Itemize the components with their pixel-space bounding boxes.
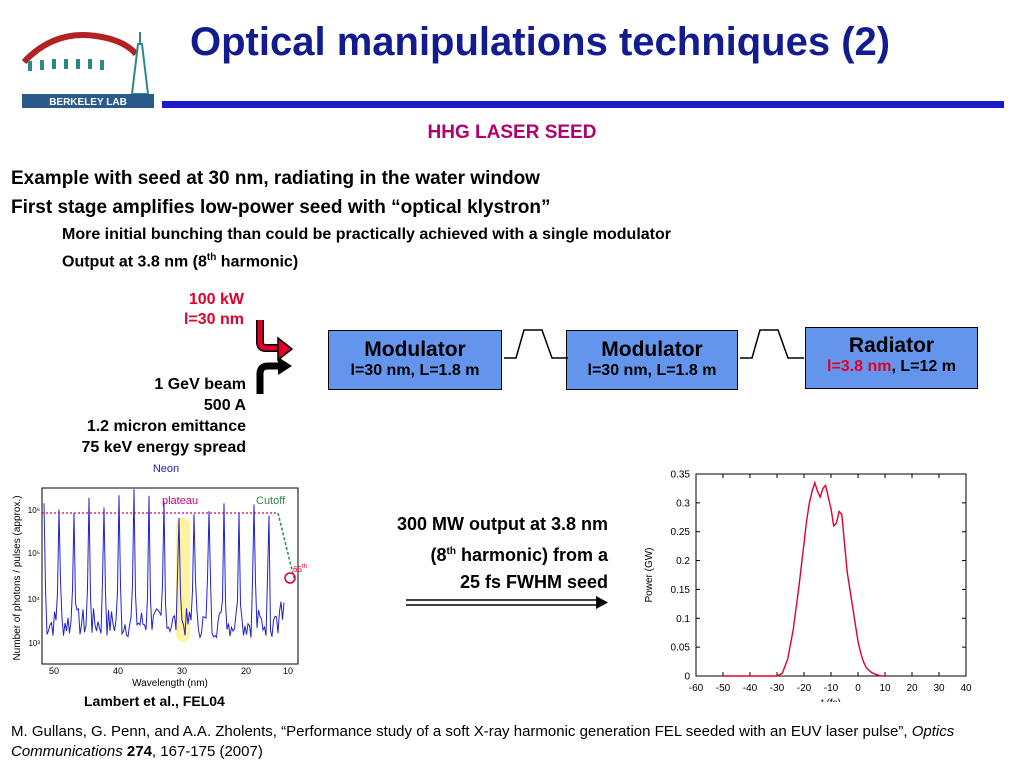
x-tick-label: -20 bbox=[797, 683, 812, 694]
berkeley-lab-logo: BERKELEY LAB bbox=[14, 14, 162, 112]
logo-text: BERKELEY LAB bbox=[49, 97, 127, 108]
x-tick-label: -10 bbox=[824, 683, 839, 694]
citation-journal: Optics Communications bbox=[11, 723, 955, 760]
neon-ytick: 10⁵ bbox=[28, 549, 40, 558]
y-tick-label: 0.05 bbox=[671, 643, 691, 654]
section-subtitle: HHG LASER SEED bbox=[427, 122, 597, 143]
y-tick-label: 0.25 bbox=[671, 527, 691, 538]
harmonic-number: 65 bbox=[293, 565, 302, 574]
power-series-line bbox=[723, 480, 885, 677]
neon-reference: Lambert et al., FEL04 bbox=[84, 693, 225, 709]
neon-xlabel: Wavelength (nm) bbox=[132, 678, 208, 688]
x-tick-label: 0 bbox=[855, 683, 861, 694]
neon-ytick: 10⁶ bbox=[28, 506, 40, 515]
output-description: 300 MW output at 3.8 nm (8th harmonic) f… bbox=[397, 511, 608, 596]
radiator-detail: l=3.8 nm, L=12 m bbox=[806, 358, 977, 376]
double-arrow-icon bbox=[406, 596, 608, 609]
x-axis-label: t (fs) bbox=[821, 698, 841, 702]
modulator-2-detail: l=30 nm, L=1.8 m bbox=[587, 362, 717, 379]
title-rule bbox=[162, 101, 1004, 108]
modulator-2-box: Modulator l=30 nm, L=1.8 m bbox=[566, 330, 738, 390]
radiator-title: Radiator bbox=[848, 334, 935, 357]
sub-bullet-1: More initial bunching than could be prac… bbox=[62, 226, 671, 243]
output-line-2-sup: th bbox=[446, 546, 456, 557]
sub-bullet-2-pre: Output at 3.8 nm (8 bbox=[62, 253, 207, 271]
y-tick-label: 0.35 bbox=[671, 470, 691, 481]
neon-xtick: 10 bbox=[283, 666, 293, 676]
x-tick-label: -30 bbox=[770, 683, 785, 694]
neon-title: Neon bbox=[153, 463, 179, 475]
y-axis-label: Power (GW) bbox=[644, 548, 655, 603]
sub-bullet-2: Output at 3.8 nm (8th harmonic) bbox=[62, 252, 298, 271]
citation-pages-year: , 167-175 (2007) bbox=[151, 743, 263, 760]
y-tick-label: 0.2 bbox=[676, 556, 690, 567]
neon-spectrum-line bbox=[43, 489, 285, 640]
neon-xtick: 50 bbox=[49, 666, 59, 676]
x-tick-label: 40 bbox=[960, 683, 972, 694]
power-chart: -60 -50 -40 -30 -20 -10 0 10 20 30 40 0 0.05 0.1 0.15 0… bbox=[644, 470, 972, 703]
modulator-2-title: Modulator bbox=[601, 338, 703, 361]
output-line-2-post: harmonic) from a bbox=[455, 545, 608, 565]
y-tick-label: 0.15 bbox=[671, 585, 691, 596]
harmonic-marker bbox=[284, 572, 296, 584]
citation-authors-title: M. Gullans, G. Penn, and A.A. Zholents, … bbox=[11, 723, 912, 740]
cutoff-label: Cutoff bbox=[256, 495, 286, 507]
beam-parameters: 1 GeV beam 500 A 1.2 micron emittance 75… bbox=[81, 374, 246, 458]
beam-current: 500 A bbox=[203, 397, 246, 414]
y-tick-label: 0 bbox=[684, 672, 690, 683]
beam-emittance: 1.2 micron emittance bbox=[86, 418, 246, 435]
x-tick-label: 30 bbox=[933, 683, 945, 694]
modulator-1-box: Modulator l=30 nm, L=1.8 m bbox=[328, 330, 502, 390]
citation: M. Gullans, G. Penn, and A.A. Zholents, … bbox=[11, 722, 1011, 762]
plot-frame bbox=[695, 473, 967, 677]
x-tick-label: -40 bbox=[743, 683, 758, 694]
output-line-3: 25 fs FWHM seed bbox=[459, 572, 608, 592]
neon-xtick: 30 bbox=[177, 666, 187, 676]
neon-xtick: 40 bbox=[113, 666, 123, 676]
y-tick-label: 0.1 bbox=[676, 614, 690, 625]
bullet-1: Example with seed at 30 nm, radiating in… bbox=[11, 168, 540, 189]
x-tick-label: 20 bbox=[906, 683, 918, 694]
radiator-box: Radiator l=3.8 nm, L=12 m bbox=[805, 327, 978, 389]
x-tick-label: -50 bbox=[716, 683, 731, 694]
x-tick-label: 10 bbox=[879, 683, 891, 694]
neon-ylabel: Number of photons / pulses (approx.) bbox=[12, 495, 23, 660]
output-line-2-pre: (8 bbox=[430, 545, 447, 565]
neon-spectrum-figure: Neon Number of photons / pulses (approx.… bbox=[12, 463, 307, 688]
harmonic-label: 65th bbox=[293, 564, 307, 574]
seed-power: 100 kW bbox=[188, 291, 244, 308]
harmonic-sup: th bbox=[302, 564, 307, 570]
beam-energy-spread: 75 keV energy spread bbox=[81, 439, 246, 456]
modulator-1-detail: l=30 nm, L=1.8 m bbox=[350, 362, 480, 379]
citation-volume: 274 bbox=[126, 743, 152, 760]
beam-energy: 1 GeV beam bbox=[154, 376, 246, 393]
output-line-1: 300 MW output at 3.8 nm bbox=[396, 514, 608, 534]
page-title: Optical manipulations techniques (2) bbox=[190, 20, 891, 64]
y-tick-label: 0.3 bbox=[676, 498, 690, 509]
chicane-2-icon bbox=[740, 329, 804, 359]
plateau-label: plateau bbox=[162, 495, 198, 507]
seed-label: 100 kW l=30 nm bbox=[184, 290, 244, 330]
output-line-2: (8th harmonic) from a bbox=[397, 538, 609, 569]
merge-arrows-icon bbox=[256, 320, 294, 394]
modulator-1-title: Modulator bbox=[364, 338, 466, 361]
seed-wavelength: l=30 nm bbox=[183, 311, 244, 328]
cutoff-line bbox=[277, 512, 295, 579]
neon-ytick: 10³ bbox=[28, 639, 40, 648]
bullet-2: First stage amplifies low-power seed wit… bbox=[11, 197, 551, 218]
neon-xtick: 20 bbox=[241, 666, 251, 676]
radiator-length: , L=12 m bbox=[891, 358, 956, 375]
sub-bullet-2-post: harmonic) bbox=[216, 253, 299, 271]
radiator-wavelength: l=3.8 nm bbox=[827, 358, 892, 375]
chicane-1-icon bbox=[504, 329, 568, 359]
neon-ytick: 10⁴ bbox=[28, 595, 41, 604]
x-tick-label: -60 bbox=[689, 683, 704, 694]
sub-bullet-2-sup: th bbox=[206, 252, 217, 263]
